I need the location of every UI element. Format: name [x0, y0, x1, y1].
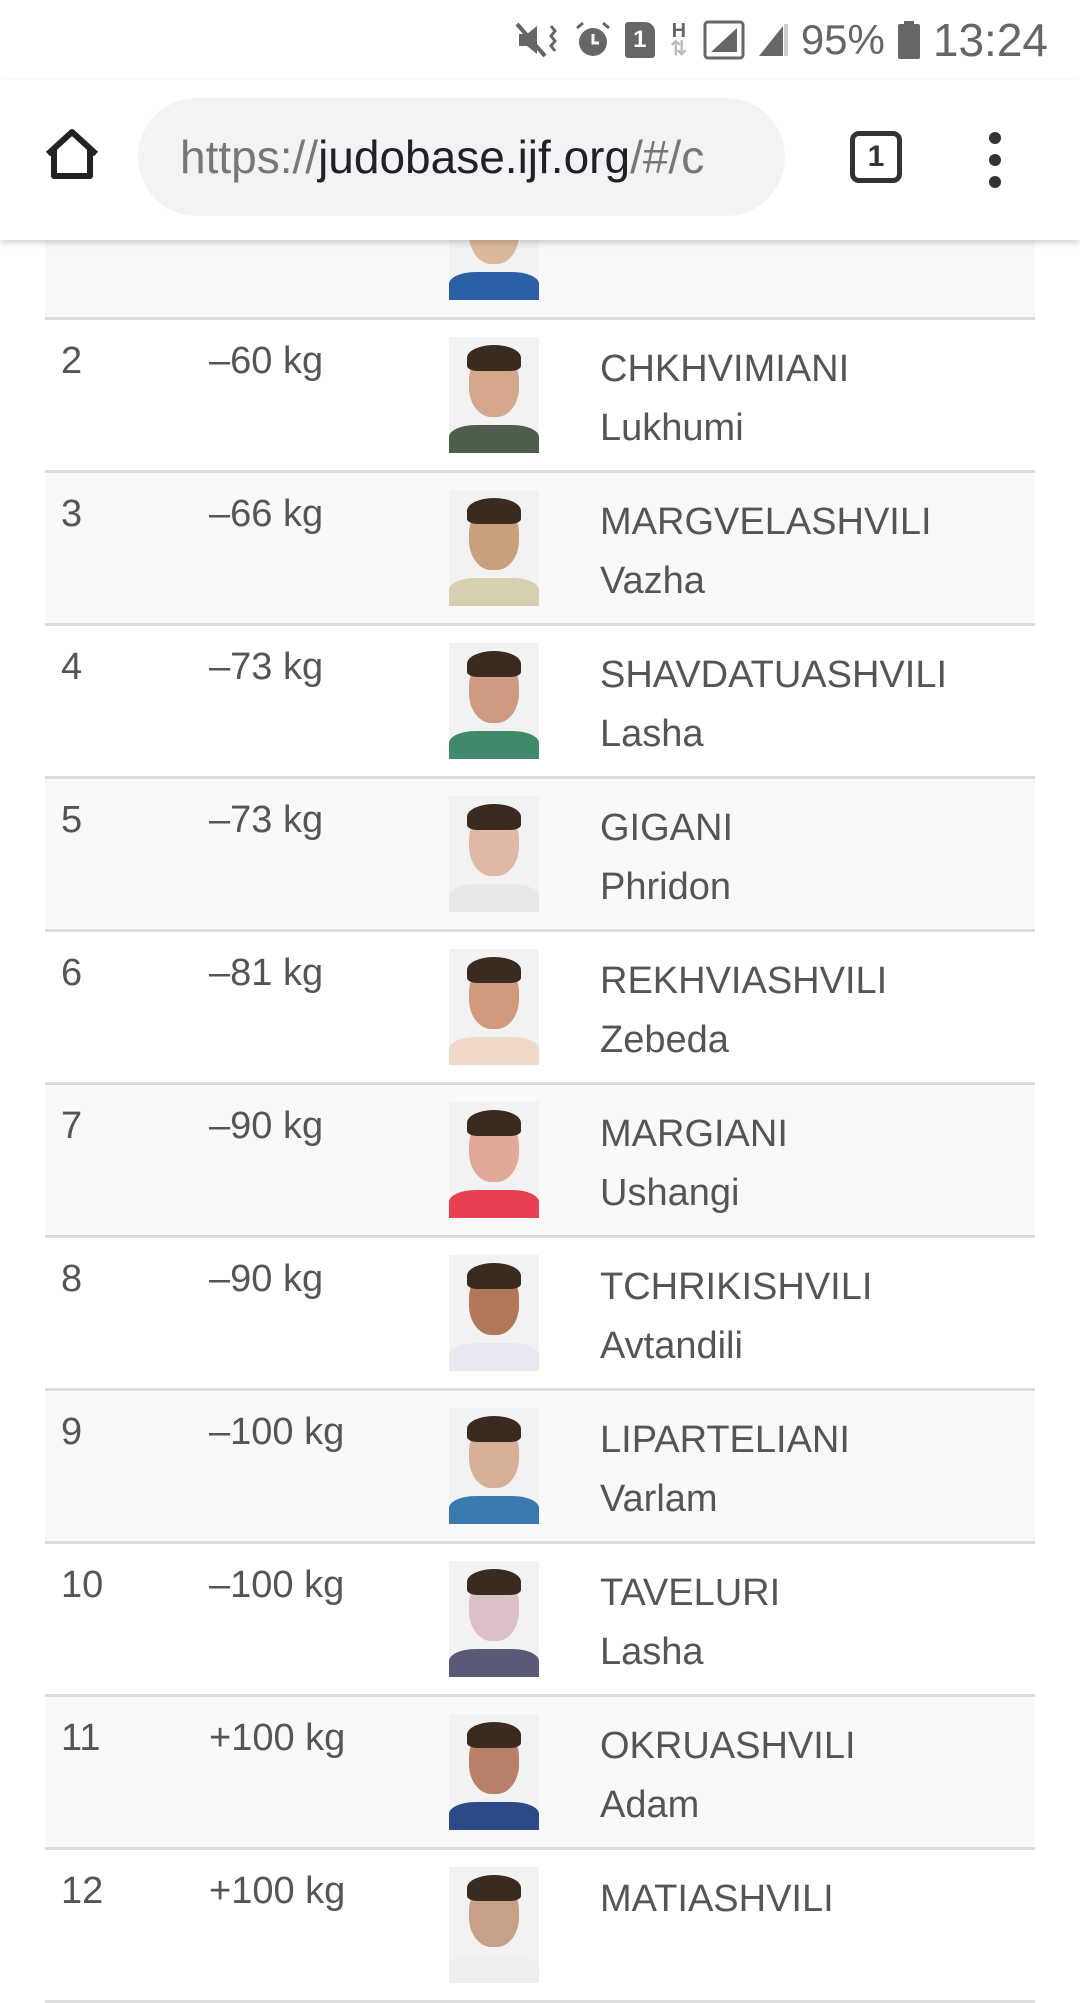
- table-row[interactable]: 3 –66 kg MARGVELASHVILI Vazha: [45, 473, 1035, 626]
- weight-category: +100 kg: [209, 1870, 346, 1912]
- athlete-name[interactable]: TAVELURI Lasha: [600, 1564, 780, 1682]
- url-scheme: https://: [180, 131, 319, 183]
- weight-category: –66 kg: [209, 493, 324, 535]
- rank: 2: [61, 340, 83, 382]
- first-name: Vazha: [600, 560, 705, 602]
- first-name: Adam: [600, 1784, 700, 1826]
- clock: 13:24: [932, 14, 1048, 66]
- athlete-photo[interactable]: [449, 643, 539, 759]
- rank: 11: [61, 1717, 101, 1759]
- last-name: SHAVDATUASHVILI: [600, 654, 948, 696]
- first-name: Lukhumi: [600, 407, 744, 449]
- table-row[interactable]: 11 +100 kg OKRUASHVILI Adam: [45, 1697, 1035, 1850]
- athlete-name[interactable]: LIPARTELIANI Varlam: [600, 1411, 850, 1529]
- last-name: MARGIANI: [600, 1113, 788, 1155]
- athlete-name[interactable]: CHKHVIMIANI Lukhumi: [600, 340, 849, 458]
- athlete-name[interactable]: OKRUASHVILI Adam: [600, 1717, 856, 1835]
- sim-1-icon: 1: [624, 22, 655, 58]
- athlete-photo[interactable]: [449, 796, 539, 912]
- browser-toolbar: https://judobase.ijf.org/#/c 1: [0, 80, 1080, 240]
- weight-category: –90 kg: [209, 1258, 324, 1300]
- athlete-photo[interactable]: [449, 1102, 539, 1218]
- home-icon[interactable]: [42, 124, 102, 184]
- weight-category: –73 kg: [209, 799, 324, 841]
- rank: 6: [61, 952, 83, 994]
- first-name: Avtandili: [600, 1325, 743, 1367]
- last-name: LIPARTELIANI: [600, 1419, 850, 1461]
- weight-category: +100 kg: [209, 1717, 346, 1759]
- hspa-data-icon: H ⇅: [670, 20, 688, 60]
- network-type: H: [671, 20, 687, 42]
- last-name: TAVELURI: [600, 1572, 781, 1614]
- athlete-name[interactable]: SHAVDATUASHVILI Lasha: [600, 646, 947, 764]
- rank: 12: [61, 1870, 104, 1912]
- table-row[interactable]: 7 –90 kg MARGIANI Ushangi: [45, 1085, 1035, 1238]
- athlete-photo[interactable]: [449, 1255, 539, 1371]
- signal-icon-2: [758, 24, 788, 56]
- alarm-icon: [575, 21, 610, 56]
- athlete-photo[interactable]: [449, 1408, 539, 1524]
- menu-dots-icon[interactable]: [985, 132, 1005, 188]
- athlete-name[interactable]: MARGIANI Ushangi: [600, 1105, 788, 1223]
- weight-category: –73 kg: [209, 646, 324, 688]
- athlete-name[interactable]: REKHVIASHVILI Zebeda: [600, 952, 887, 1070]
- last-name: CHKHVIMIANI: [600, 348, 850, 390]
- last-name: REKHVIASHVILI: [600, 960, 888, 1002]
- athlete-photo[interactable]: [449, 1561, 539, 1677]
- first-name: Varlam: [600, 1478, 718, 1520]
- table-row[interactable]: 6 –81 kg REKHVIASHVILI Zebeda: [45, 932, 1035, 1085]
- athlete-photo[interactable]: [449, 1867, 539, 1983]
- weight-category: –100 kg: [209, 1564, 345, 1606]
- tab-switcher-button[interactable]: 1: [850, 131, 902, 183]
- first-name: Phridon: [600, 866, 731, 908]
- last-name: GIGANI: [600, 807, 734, 849]
- rank: 8: [61, 1258, 83, 1300]
- table-row[interactable]: 5 –73 kg GIGANI Phridon: [45, 779, 1035, 932]
- last-name: MATIASHVILI: [600, 1878, 834, 1920]
- athlete-photo[interactable]: [449, 1714, 539, 1830]
- battery-percent: 95%: [800, 16, 885, 63]
- first-name: Lasha: [600, 1631, 704, 1673]
- table-row[interactable]: 12 +100 kg MATIASHVILI: [45, 1850, 1035, 2003]
- athlete-name[interactable]: MARGVELASHVILI Vazha: [600, 493, 932, 611]
- first-name: Zebeda: [600, 1019, 729, 1061]
- table-row[interactable]: 4 –73 kg SHAVDATUASHVILI Lasha: [45, 626, 1035, 779]
- athlete-photo[interactable]: [449, 490, 539, 606]
- table-row[interactable]: 10 –100 kg TAVELURI Lasha: [45, 1544, 1035, 1697]
- rank: 10: [61, 1564, 104, 1606]
- first-name: Ushangi: [600, 1172, 740, 1214]
- table-row[interactable]: 9 –100 kg LIPARTELIANI Varlam: [45, 1391, 1035, 1544]
- table-row[interactable]: 8 –90 kg TCHRIKISHVILI Avtandili: [45, 1238, 1035, 1391]
- weight-category: –81 kg: [209, 952, 324, 994]
- rank: 9: [61, 1411, 83, 1453]
- url-host: judobase.ijf.org: [318, 131, 631, 183]
- weight-category: –60 kg: [209, 340, 324, 382]
- athlete-name[interactable]: GIGANI Phridon: [600, 799, 733, 917]
- rank: 7: [61, 1105, 83, 1147]
- athlete-name[interactable]: TCHRIKISHVILI Avtandili: [600, 1258, 872, 1376]
- signal-icon: [703, 20, 745, 60]
- weight-category: –100 kg: [209, 1411, 345, 1453]
- first-name: Lasha: [600, 713, 704, 755]
- last-name: TCHRIKISHVILI: [600, 1266, 873, 1308]
- mute-vibrate-icon: [515, 22, 557, 58]
- athlete-name[interactable]: MATIASHVILI: [600, 1870, 834, 1929]
- status-bar: 1 H ⇅ 95% 13:24: [0, 0, 1080, 80]
- athlete-photo[interactable]: [449, 949, 539, 1065]
- url-path: /#/c: [630, 131, 705, 183]
- url-bar[interactable]: https://judobase.ijf.org/#/c: [138, 98, 785, 216]
- last-name: MARGVELASHVILI: [600, 501, 932, 543]
- rank: 5: [61, 799, 83, 841]
- table-row[interactable]: 2 –60 kg CHKHVIMIANI Lukhumi: [45, 320, 1035, 473]
- weight-category: –90 kg: [209, 1105, 324, 1147]
- rank: 4: [61, 646, 83, 688]
- battery-icon: [897, 21, 920, 59]
- last-name: OKRUASHVILI: [600, 1725, 856, 1767]
- athlete-photo[interactable]: [449, 337, 539, 453]
- rank: 3: [61, 493, 83, 535]
